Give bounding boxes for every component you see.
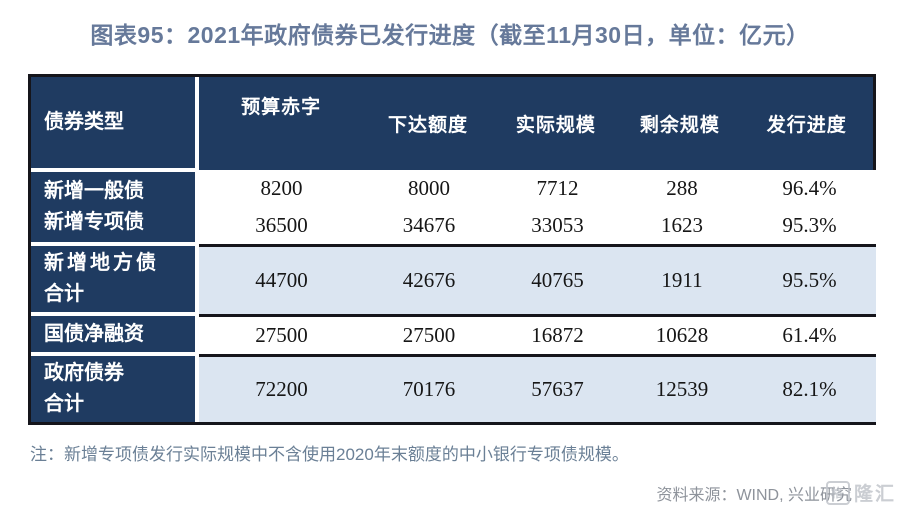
table-row-gov-bond-total: 72200 70176 57637 12539 82.1% bbox=[199, 354, 876, 422]
cell-value: 8200 bbox=[260, 176, 303, 200]
header-cell-bond-type: 债券类型 bbox=[31, 77, 195, 168]
cell-value: 96.4% bbox=[782, 176, 837, 200]
header-actual-scale: 实际规模 bbox=[515, 115, 596, 136]
data-source: 资料来源：WIND, 兴业研究 bbox=[656, 487, 852, 504]
cell-value: 72200 bbox=[255, 377, 308, 401]
cell-value: 12539 bbox=[655, 377, 709, 401]
row-label-line: 政府债券 bbox=[44, 362, 124, 384]
table-row-treasury-net: 27500 27500 16872 10628 61.4% bbox=[199, 314, 876, 354]
watermark-text: 隆汇 bbox=[853, 484, 896, 505]
cell-value: 1623 bbox=[661, 213, 703, 237]
cell-value: 7712 bbox=[536, 176, 579, 200]
cell-value: 95.5% bbox=[782, 268, 837, 292]
cell-value: 8000 bbox=[408, 176, 450, 200]
cell-value: 40765 bbox=[531, 268, 584, 292]
cell-value: 288 bbox=[666, 176, 698, 200]
cell-value: 16872 bbox=[531, 323, 584, 347]
cell-value: 10628 bbox=[655, 323, 709, 347]
header-budget-deficit: 预算赤字 bbox=[241, 97, 322, 118]
table-row-new-local-total: 44700 42676 40765 1911 95.5% bbox=[199, 244, 876, 314]
row-label-line: 新增一般债 bbox=[44, 180, 144, 202]
row-label-line: 合计 bbox=[44, 393, 84, 415]
row-label-line: 新增专项债 bbox=[44, 211, 144, 233]
cell-value: 34676 bbox=[402, 213, 456, 237]
cell-value: 42676 bbox=[402, 268, 456, 292]
header-issued-quota: 下达额度 bbox=[387, 115, 468, 136]
header-remaining-scale: 剩余规模 bbox=[639, 115, 720, 136]
table-header-row: 预算赤字 下达额度 实际规模 剩余规模 发行进度 bbox=[199, 77, 876, 170]
cell-value: 57637 bbox=[531, 377, 584, 401]
figure-title: 图表95：2021年政府债券已发行进度（截至11月30日，单位：亿元） bbox=[90, 22, 810, 48]
cell-value: 61.4% bbox=[782, 323, 837, 347]
row-label-line: 国债净融资 bbox=[44, 322, 144, 345]
cell-value: 27500 bbox=[255, 323, 308, 347]
cell-value: 82.1% bbox=[782, 377, 837, 401]
bond-issuance-table: 债券类型 新增一般债 新增专项债 新增地方债 合计 国债净融资 政府债券 合计 … bbox=[28, 74, 876, 425]
cell-value: 27500 bbox=[402, 323, 456, 347]
cell-value: 44700 bbox=[255, 268, 308, 292]
cell-value: 70176 bbox=[402, 377, 456, 401]
row-label-line: 合计 bbox=[44, 283, 84, 305]
table-row: 36500 34676 33053 1623 95.3% bbox=[199, 207, 876, 244]
cell-value: 95.3% bbox=[782, 213, 837, 237]
cell-value: 1911 bbox=[661, 268, 703, 292]
row-label-treasury-net: 国债净融资 bbox=[31, 316, 195, 352]
footnote: 注：新增专项债发行实际规模中不含使用2020年末额度的中小银行专项债规模。 bbox=[30, 445, 629, 464]
row-label-new-general-special: 新增一般债 新增专项债 bbox=[31, 172, 195, 242]
row-label-new-local-total: 新增地方债 合计 bbox=[31, 246, 195, 312]
gelonghui-watermark: 格 隆汇 bbox=[825, 479, 896, 506]
header-label: 债券类型 bbox=[44, 111, 124, 133]
table-rowgroup-new-bonds: 8200 8000 7712 288 96.4% 36500 34676 330… bbox=[199, 170, 876, 244]
table-row: 8200 8000 7712 288 96.4% bbox=[199, 170, 876, 207]
row-label-line: 新增地方债 bbox=[44, 252, 159, 274]
cell-value: 36500 bbox=[255, 213, 308, 237]
watermark-logo-icon: 格 bbox=[825, 480, 850, 505]
header-issuance-progress: 发行进度 bbox=[766, 115, 847, 136]
row-label-gov-bond-total: 政府债券 合计 bbox=[31, 356, 195, 422]
cell-value: 33053 bbox=[531, 213, 584, 237]
